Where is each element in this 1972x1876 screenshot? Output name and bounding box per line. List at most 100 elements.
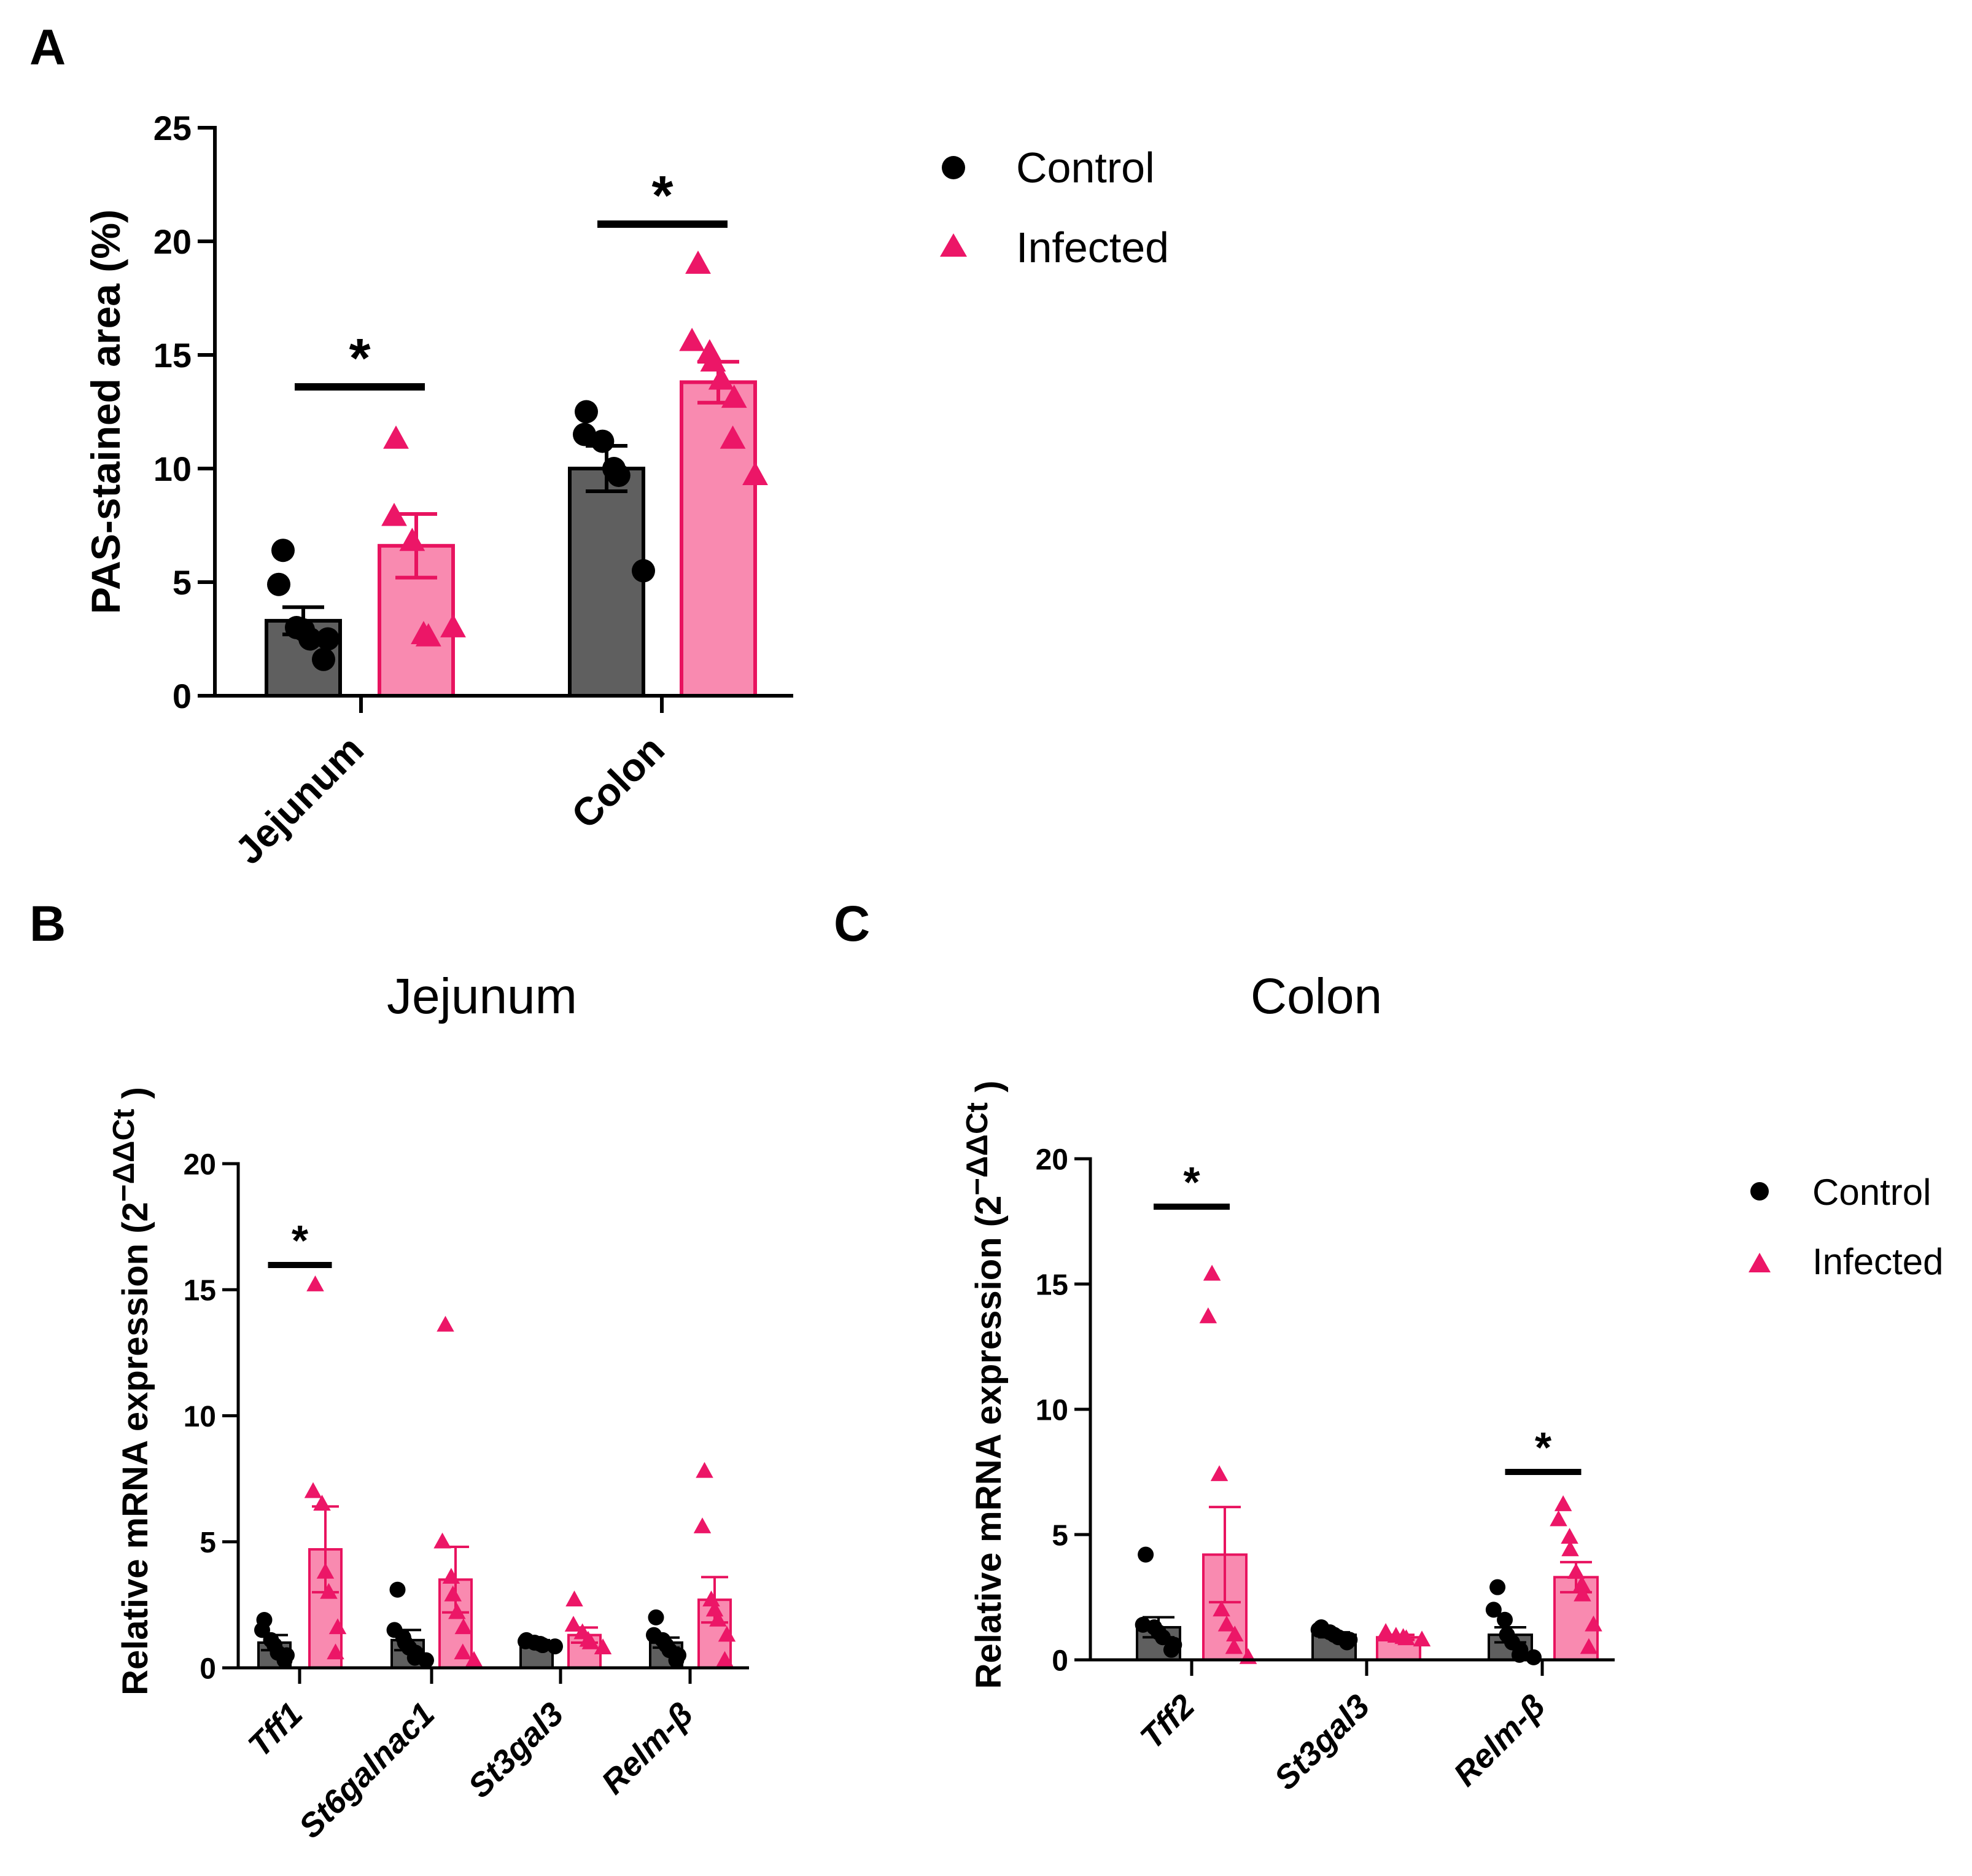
panel-c: Colon 0 5 10 15 20 Tff2 St3gal3 Relm-β Relative m… [960,968,1615,1797]
y-axis-label: Relative mRNA expression (2−ΔΔCt ) [960,1081,1009,1689]
y-tick-label: 15 [153,336,192,375]
chart-title: Colon [1251,968,1382,1024]
legend-control-marker [942,156,965,179]
infected-point [313,1495,331,1511]
control-point [312,647,335,671]
control-point [632,559,655,583]
significance-star: * [1535,1423,1552,1471]
y-tick-label: 20 [1036,1143,1068,1176]
y-tick-label: 15 [1036,1269,1068,1301]
y-axis-label-text: PAS-stained area (%) [83,209,128,614]
infected-point [320,1582,338,1599]
category-label: St3gal3 [1267,1687,1376,1797]
y-tick-label: 0 [173,677,192,715]
infected-point [1567,1563,1585,1579]
y-tick-label: 5 [1052,1519,1068,1552]
infected-point [742,462,768,485]
category-label: Jejunum [227,727,372,873]
panel-label-c: C [834,896,870,952]
infected-point [465,1651,483,1667]
infected-point [700,348,726,372]
y-axis-label-end: ) [115,1087,155,1108]
panel-label-b: B [29,896,66,952]
infected-point [705,1600,724,1617]
control-point [1163,1641,1179,1658]
y-axis-label-superscript: −ΔΔCt [107,1109,141,1202]
y-tick-label: 0 [1052,1644,1068,1677]
control-bar-1 [568,467,645,698]
legend-c: Control Infected [1749,1172,1944,1282]
infected-point [1580,1638,1598,1654]
infected-point [702,1590,720,1606]
control-point [648,1609,664,1625]
control-point [298,627,322,651]
control-point [575,400,598,424]
infected-point [1225,1638,1243,1654]
infected-point [1561,1540,1579,1557]
control-point [573,422,596,446]
category-label: Tff1 [241,1695,310,1764]
infected-point [1585,1615,1602,1632]
control-point [591,429,615,453]
infected-point [433,1532,451,1549]
infected-point [1561,1528,1578,1544]
y-axis-label-superscript: −ΔΔCt [960,1102,994,1196]
y-tick-label: 5 [173,563,192,602]
infected-point [415,623,441,647]
y-tick-label: 25 [153,109,192,147]
control-point [1154,1629,1171,1646]
infected-point [564,1616,583,1632]
infected-point [304,1482,322,1498]
y-axis-label: Relative mRNA expression (2−ΔΔCt ) [107,1087,155,1695]
y-tick-label: 20 [153,222,192,261]
infected-point [581,1633,600,1649]
legend-c-control-label: Control [1812,1172,1931,1213]
y-tick-label: 10 [184,1401,216,1433]
panel-a: 0 5 10 15 20 25 Jejunum Colon PAS-stained area (… [83,109,793,873]
infected-point [716,1651,734,1667]
infected-point [306,1275,324,1291]
significance-star: * [651,165,673,227]
infected-point [721,384,747,408]
legend-c-infected-label: Infected [1812,1241,1944,1282]
control-point [418,1652,434,1668]
infected-point [316,1563,335,1579]
infected-point [1199,1307,1217,1323]
y-tick-label: 5 [200,1527,216,1559]
infected-point [454,1643,472,1660]
y-tick-label: 20 [184,1148,216,1181]
y-tick-label: 15 [184,1275,216,1307]
infected-point [709,1611,727,1627]
y-tick-label: 10 [153,450,192,488]
infected-point [685,251,711,274]
control-point [547,1638,563,1655]
control-point [1489,1579,1506,1595]
legend-infected-marker [940,233,967,257]
control-point [1526,1649,1542,1665]
legend-c-infected-marker [1749,1253,1771,1272]
control-point [1485,1602,1502,1618]
infected-point [594,1638,612,1654]
infected-point [383,425,409,449]
legend-infected-label: Infected [1016,224,1169,271]
y-tick-label: 10 [1036,1394,1068,1426]
significance-star: * [1183,1158,1200,1206]
infected-bar-1 [680,380,757,698]
infected-point [437,1315,454,1332]
y-axis-label-text: Relative mRNA expression (2 [969,1196,1009,1689]
infected-point [1203,1264,1221,1281]
y-tick-label: 0 [200,1652,216,1685]
category-label: Colon [563,727,673,837]
infected-point [1574,1585,1591,1602]
category-label: Relm-β [594,1695,700,1801]
infected-point [444,1585,462,1602]
y-axis-label-text: Relative mRNA expression (2 [115,1202,155,1695]
control-point [389,1581,406,1598]
infected-point [454,1618,473,1635]
infected-point [1397,1629,1415,1646]
control-point [316,627,340,651]
infected-point [1573,1575,1591,1592]
infected-point [720,425,746,449]
